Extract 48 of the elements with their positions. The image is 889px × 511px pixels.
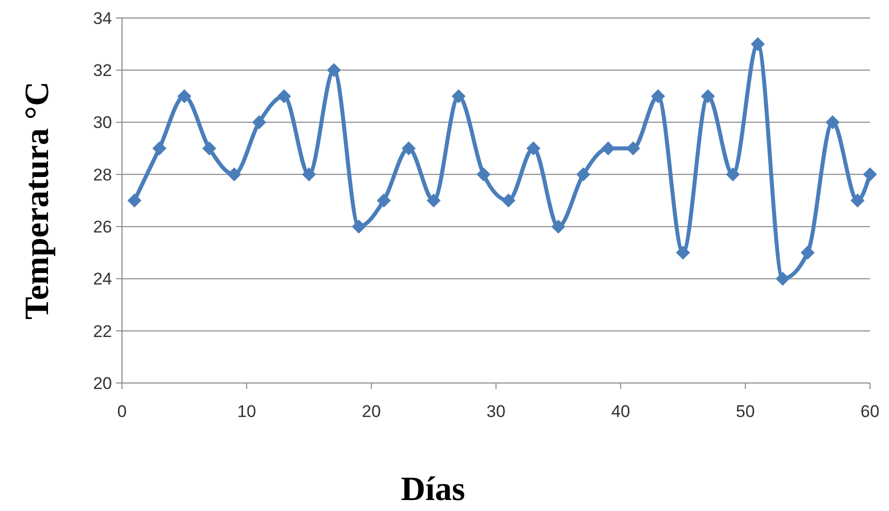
point: [227, 167, 242, 182]
y-tick-label: 32: [93, 61, 112, 80]
y-tick-label: 22: [93, 322, 112, 341]
point: [863, 167, 877, 182]
y-axis-title: Temperatura °C: [19, 81, 56, 320]
point: [601, 141, 616, 156]
point: [750, 37, 765, 52]
x-tick-label: 60: [860, 402, 880, 421]
point: [576, 167, 590, 182]
point: [402, 141, 416, 156]
point: [626, 141, 640, 156]
point: [776, 272, 790, 286]
point: [726, 167, 740, 182]
point: [202, 141, 216, 156]
point: [800, 246, 815, 260]
x-axis-title: Días: [400, 471, 466, 508]
point: [376, 194, 391, 208]
point: [302, 167, 316, 182]
x-tick-label: 0: [117, 402, 127, 421]
point: [352, 220, 366, 234]
x-tick-label: 10: [237, 402, 256, 421]
point: [551, 220, 566, 234]
point: [252, 115, 266, 130]
point: [452, 89, 466, 104]
y-tick-label: 34: [93, 8, 112, 28]
point: [700, 89, 715, 104]
point: [426, 194, 441, 208]
x-tick-label: 20: [362, 402, 381, 421]
y-tick-label: 26: [93, 218, 112, 237]
point: [826, 115, 840, 130]
point: [526, 141, 540, 156]
point: [850, 194, 865, 208]
x-tick-label: 30: [486, 402, 506, 421]
y-tick-label: 24: [93, 270, 112, 289]
x-tick-label: 50: [736, 402, 755, 421]
point: [476, 167, 491, 182]
point: [651, 89, 666, 104]
y-tick-label: 28: [93, 165, 112, 184]
point: [152, 141, 166, 156]
y-tick-label: 30: [93, 113, 112, 132]
y-tick-label: 20: [93, 374, 112, 393]
point: [277, 89, 292, 104]
x-tick-label: 40: [611, 402, 630, 421]
point: [501, 194, 516, 208]
point: [177, 89, 192, 104]
point: [326, 63, 341, 78]
point: [676, 246, 690, 260]
point: [127, 194, 142, 208]
